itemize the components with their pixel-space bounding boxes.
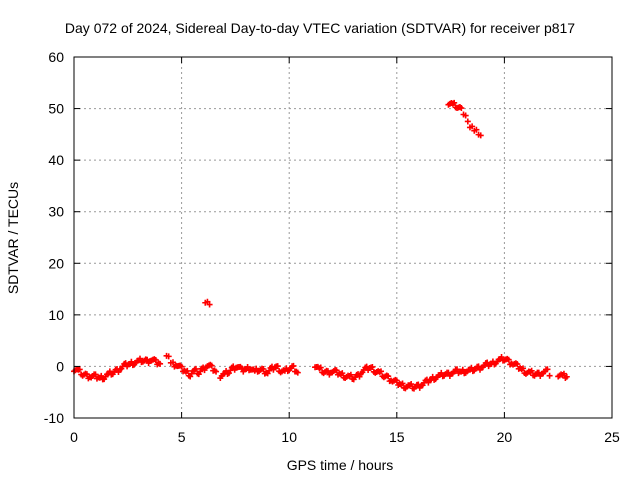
data-points	[71, 99, 570, 392]
data-point	[294, 369, 301, 376]
data-point	[563, 373, 570, 380]
data-point	[76, 366, 83, 373]
data-point	[473, 126, 480, 133]
data-point	[347, 371, 354, 378]
data-point	[438, 369, 445, 376]
data-point	[544, 366, 551, 373]
data-point	[498, 354, 505, 361]
data-point	[192, 365, 199, 372]
data-point	[458, 105, 465, 112]
data-point	[169, 359, 176, 366]
y-tick-label: 20	[48, 255, 64, 271]
data-point	[136, 355, 143, 362]
y-tick-label: 40	[48, 152, 64, 168]
chart-title: Day 072 of 2024, Sidereal Day-to-day VTE…	[65, 20, 575, 36]
y-tick-label: 0	[56, 358, 64, 374]
data-point	[92, 371, 99, 378]
data-point	[477, 132, 484, 139]
data-point	[546, 372, 553, 379]
y-axis-label: SDTVAR / TECUs	[5, 182, 21, 294]
data-point	[514, 361, 521, 368]
data-point	[505, 356, 512, 363]
y-tick-label: -10	[44, 410, 64, 426]
y-tick-label: 30	[48, 204, 64, 220]
data-point	[560, 370, 567, 377]
data-point	[520, 365, 527, 372]
data-point	[165, 353, 172, 360]
data-point	[157, 360, 164, 367]
data-point	[206, 301, 213, 308]
x-tick-label: 0	[70, 429, 78, 445]
x-tick-label: 5	[178, 429, 186, 445]
x-tick-label: 25	[604, 429, 620, 445]
data-point	[393, 377, 400, 384]
data-point	[333, 367, 340, 374]
data-point	[339, 370, 346, 377]
x-tick-label: 10	[281, 429, 297, 445]
data-point	[152, 356, 159, 363]
data-point	[468, 364, 475, 371]
plot-frame	[73, 56, 613, 419]
data-point	[213, 368, 220, 375]
data-point	[462, 112, 469, 119]
data-point	[378, 368, 385, 375]
data-point	[408, 381, 415, 388]
data-point	[83, 371, 90, 378]
data-point	[184, 367, 191, 374]
data-point	[290, 362, 297, 369]
data-point	[244, 363, 251, 370]
data-point	[208, 362, 215, 369]
data-point	[399, 380, 406, 387]
y-tick-label: 60	[48, 49, 64, 65]
data-point	[260, 366, 267, 373]
data-point	[469, 123, 476, 130]
data-point	[369, 363, 376, 370]
x-tick-label: 20	[497, 429, 513, 445]
data-point	[528, 367, 535, 374]
data-point	[459, 366, 466, 373]
data-point	[464, 118, 471, 125]
x-axis-label: GPS time / hours	[287, 457, 394, 473]
x-tick-label: 15	[389, 429, 405, 445]
axis-ticks: 0 5 10 15 20 25 -10 0 10 20 30 40 50 60	[44, 49, 620, 445]
y-tick-label: 10	[48, 307, 64, 323]
y-tick-label: 50	[48, 101, 64, 117]
data-point	[451, 99, 458, 106]
data-point	[128, 358, 135, 365]
data-point	[178, 363, 185, 370]
data-point	[385, 373, 392, 380]
data-point	[317, 364, 324, 371]
data-point	[274, 363, 281, 370]
